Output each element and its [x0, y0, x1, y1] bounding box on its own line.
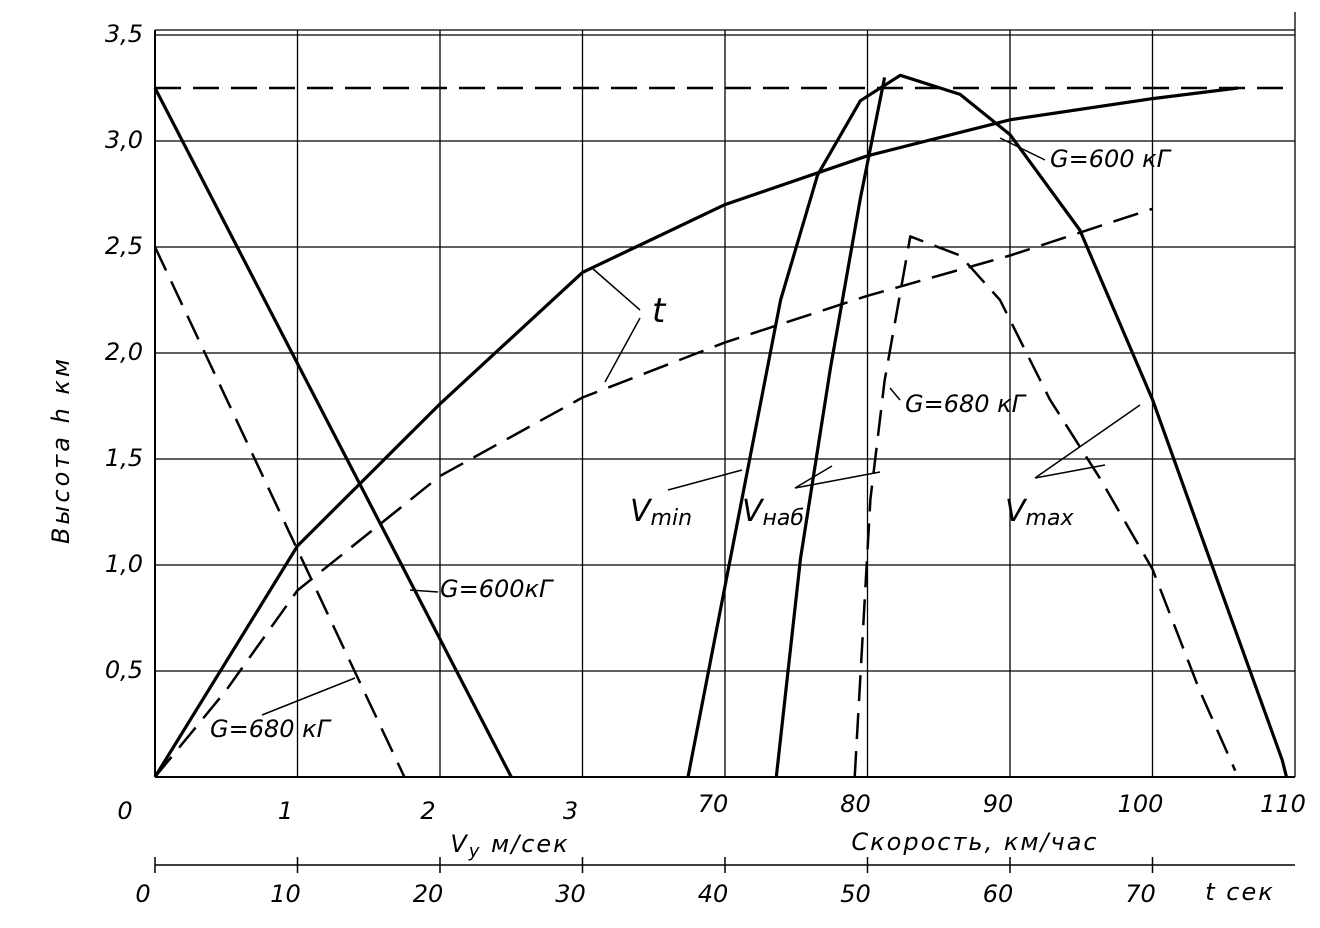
- annotation-part: max: [1026, 506, 1075, 531]
- leader-line: [999, 137, 1046, 161]
- annotation-part: наб: [763, 506, 804, 531]
- series-line: [153, 246, 406, 778]
- leader-line: [604, 317, 641, 383]
- annotation: G=600 кГ: [1050, 145, 1172, 173]
- annotation: t: [652, 291, 667, 331]
- leader-line: [794, 471, 881, 489]
- x-axis-label: Скорость, км/час: [851, 828, 1098, 856]
- leader-line: [1034, 404, 1141, 479]
- annotation-part: V: [630, 494, 653, 529]
- annotation-part: min: [651, 506, 693, 531]
- x-tick-label: 1: [278, 797, 293, 825]
- y-tick-label: 3,5: [105, 20, 143, 48]
- x-tick-label: 70: [698, 790, 729, 818]
- annotation-part: V: [1005, 494, 1028, 529]
- x-tick-label: 70: [1125, 880, 1156, 908]
- leader-line: [591, 267, 641, 311]
- annotation: G=680 кГ: [905, 390, 1027, 418]
- x-tick-label: 3: [563, 797, 578, 825]
- label-part: Скорость, км/час: [851, 828, 1098, 856]
- annotation-part: V: [742, 494, 765, 529]
- x-tick-label: 0: [135, 880, 150, 908]
- y-tick-label: 0,5: [105, 656, 143, 684]
- series-line: [153, 86, 1239, 778]
- leader-line: [667, 469, 743, 491]
- series-line: [853, 235, 1237, 778]
- label-part: м/сек: [481, 830, 569, 858]
- y-axis-label: Высота h км: [47, 356, 75, 544]
- x-tick-label: 90: [983, 790, 1014, 818]
- y-tick-label: 3,0: [105, 126, 143, 154]
- annotation-part: G=600кГ: [440, 575, 554, 603]
- x-axis-label: t сек: [1205, 878, 1275, 906]
- x-tick-label: 10: [270, 880, 301, 908]
- leader-line: [1034, 464, 1106, 479]
- label-part: V: [450, 830, 468, 858]
- annotation: Vнаб: [742, 494, 804, 532]
- x-tick-label: 110: [1260, 790, 1306, 818]
- annotation: Vmax: [1005, 494, 1074, 532]
- x-tick-label: 100: [1118, 790, 1164, 818]
- series-line: [686, 73, 1289, 778]
- y-tick-label: 1,5: [105, 444, 143, 472]
- label-part: t сек: [1205, 878, 1275, 906]
- annotation: Vmin: [630, 494, 692, 532]
- series-line: [154, 207, 1153, 778]
- label-part: y: [468, 841, 482, 862]
- y-tick-label: 2,5: [105, 232, 143, 260]
- x-tick-label: 60: [983, 880, 1014, 908]
- x-tick-label: 20: [413, 880, 444, 908]
- annotation-part: G=680 кГ: [210, 715, 332, 743]
- series-line: [774, 77, 887, 778]
- y-tick-label: 2,0: [105, 338, 143, 366]
- leader-line: [409, 589, 439, 593]
- x-tick-label: 30: [555, 880, 586, 908]
- leader-line: [889, 387, 901, 401]
- annotation-part: G=600 кГ: [1050, 145, 1172, 173]
- x-tick-label: 0: [117, 797, 132, 825]
- x-tick-label: 2: [420, 797, 435, 825]
- x-tick-label: 80: [840, 790, 871, 818]
- leader-line: [261, 677, 356, 716]
- annotation-part: t: [652, 291, 667, 331]
- leader-line: [794, 465, 833, 489]
- annotation-part: G=680 кГ: [905, 390, 1027, 418]
- x-tick-label: 40: [698, 880, 729, 908]
- annotation: G=600кГ: [440, 575, 554, 603]
- y-tick-label: 1,0: [105, 550, 143, 578]
- x-tick-label: 50: [840, 880, 871, 908]
- series-line: [153, 87, 513, 778]
- annotation: G=680 кГ: [210, 715, 332, 743]
- x-axis-label: Vy м/сек: [450, 830, 569, 862]
